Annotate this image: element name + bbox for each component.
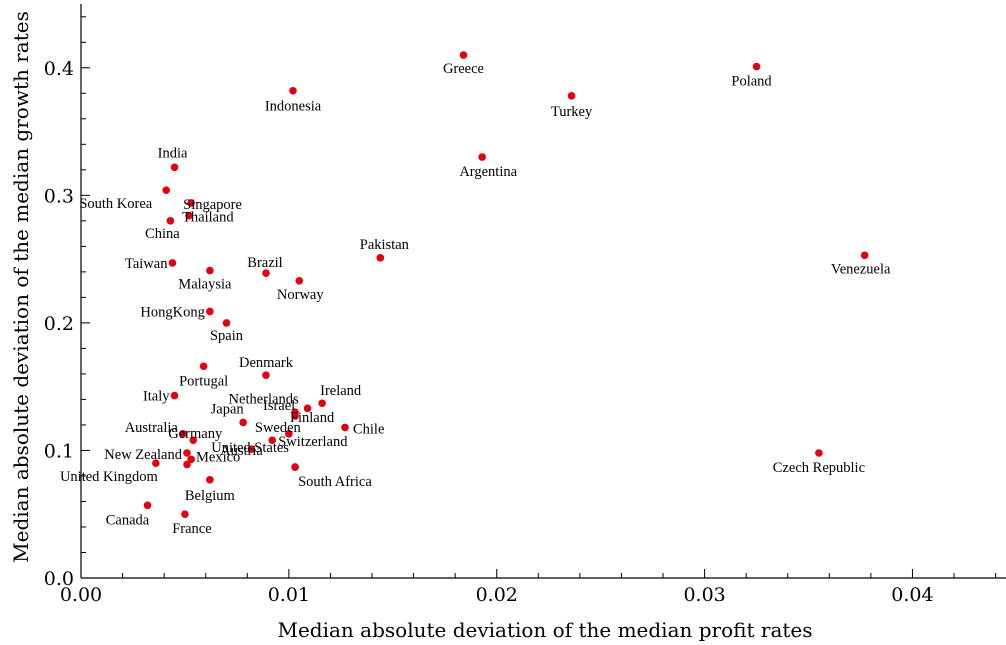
data-point <box>239 418 247 427</box>
point-label: United States <box>211 440 289 456</box>
point-label: France <box>172 521 211 537</box>
data-point <box>285 430 293 438</box>
point-label: Sweden <box>255 420 302 436</box>
x-tick-label: 0.04 <box>891 584 933 606</box>
data-point <box>162 186 171 195</box>
x-tick-label: 0.00 <box>60 584 102 606</box>
point-label: Brazil <box>247 255 282 271</box>
data-point <box>199 362 208 371</box>
data-point <box>318 399 326 408</box>
point-label: South Africa <box>298 474 372 490</box>
data-point <box>222 319 231 327</box>
y-tick-label: 0.1 <box>44 440 74 462</box>
data-point <box>752 62 761 71</box>
point-label: Denmark <box>239 355 294 371</box>
x-tick-label: 0.03 <box>683 584 725 606</box>
point-label: Singapore <box>183 197 242 213</box>
data-point <box>187 199 195 207</box>
data-point <box>815 449 823 457</box>
point-labels: Greece Poland Indonesia Turkey Argentina Indi… <box>60 61 891 537</box>
data-point <box>185 211 193 220</box>
point-label: Netherlands <box>229 391 299 407</box>
y-tick-label: 0.0 <box>44 568 74 590</box>
point-label: Germany <box>168 426 223 442</box>
point-label: Indonesia <box>265 99 322 115</box>
point-label: Chile <box>353 421 384 437</box>
data-point <box>291 412 299 420</box>
data-point <box>206 266 214 275</box>
point-label: India <box>158 145 188 161</box>
data-point <box>289 86 297 95</box>
point-label: Austria <box>220 443 263 459</box>
point-label: New Zealand <box>104 447 182 463</box>
point-label: Turkey <box>551 104 593 120</box>
point-label: Canada <box>106 512 150 528</box>
point-label: Thailand <box>182 210 234 226</box>
point-label: Pakistan <box>360 237 410 253</box>
point-label: Poland <box>731 74 772 90</box>
point-label: Czech Republic <box>773 460 865 476</box>
data-point <box>152 459 160 468</box>
data-point <box>262 269 270 277</box>
point-label: Argentina <box>459 164 517 180</box>
point-label: Venezuela <box>831 261 891 277</box>
point-label: Portugal <box>179 373 228 389</box>
y-tick-label: 0.2 <box>44 313 74 335</box>
point-label: Belgium <box>185 488 236 504</box>
data-point <box>268 436 277 445</box>
data-point <box>181 510 189 519</box>
point-label: HongKong <box>140 304 204 320</box>
y-tick-label: 0.4 <box>44 58 74 80</box>
point-label: South Korea <box>79 196 152 212</box>
point-label: Ireland <box>320 383 362 399</box>
point-label: Spain <box>210 328 244 344</box>
data-point <box>183 460 191 469</box>
point-label: United Kingdom <box>60 469 159 485</box>
data-point <box>262 371 270 379</box>
data-point <box>170 391 179 400</box>
data-points <box>143 51 869 519</box>
point-label: China <box>145 226 180 242</box>
data-point <box>206 307 214 316</box>
data-point <box>860 251 869 260</box>
data-point <box>170 163 179 172</box>
x-axis-title: Median absolute deviation of the median … <box>277 618 812 642</box>
y-axis-title: Median absolute deviation of the median … <box>9 11 33 563</box>
data-point <box>168 259 177 267</box>
x-tick-label: 0.01 <box>268 584 310 606</box>
point-label: Finland <box>290 410 335 426</box>
data-point <box>189 436 198 445</box>
data-point <box>295 276 304 285</box>
data-point <box>183 449 191 457</box>
data-point <box>478 153 486 161</box>
point-label: Greece <box>443 61 484 77</box>
data-point <box>166 217 175 225</box>
data-point <box>187 455 195 464</box>
data-point <box>143 501 152 510</box>
data-point <box>291 463 299 471</box>
point-label: Taiwan <box>125 256 168 272</box>
point-label: Japan <box>211 401 245 417</box>
data-point <box>247 445 256 453</box>
point-label: Mexico <box>196 449 240 465</box>
point-label: Israel <box>263 398 295 414</box>
point-label: Australia <box>125 420 179 436</box>
point-label: Switzerland <box>278 434 348 450</box>
point-label: Norway <box>277 287 324 303</box>
data-point <box>341 423 349 432</box>
point-label: Malaysia <box>178 277 232 293</box>
data-point <box>459 51 468 59</box>
data-point <box>567 92 576 100</box>
point-label: Italy <box>143 389 170 405</box>
data-point <box>206 475 214 484</box>
data-point <box>303 404 312 413</box>
x-tick-label: 0.02 <box>476 584 518 606</box>
data-point <box>179 430 187 438</box>
y-tick-label: 0.3 <box>44 185 74 207</box>
data-point <box>376 254 385 262</box>
axes: 0.00 0.01 0.02 0.03 0.04 0.0 0.1 0.2 0.3 0.4 <box>44 4 1006 606</box>
